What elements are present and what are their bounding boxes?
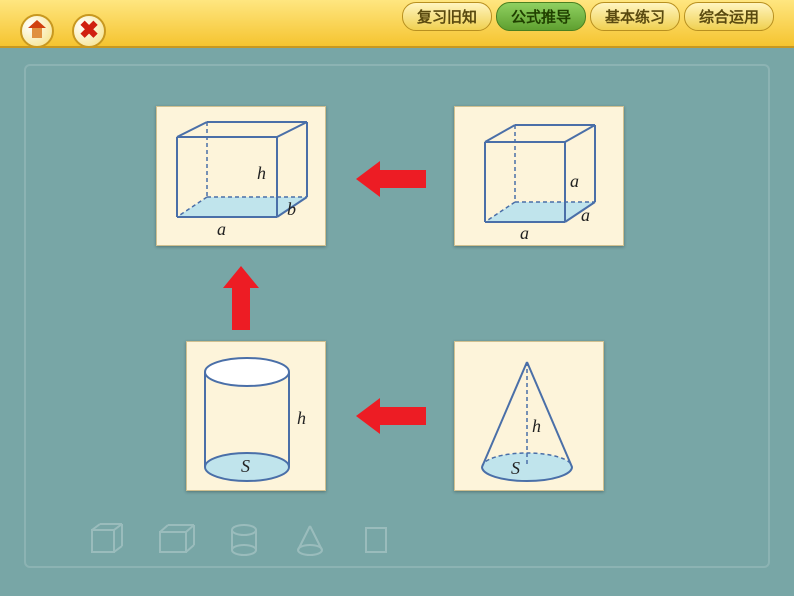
cone-label-S: S <box>511 458 520 478</box>
cone-svg: S h <box>455 342 605 492</box>
close-icon: ✖ <box>78 20 100 42</box>
cuboid-label-a: a <box>217 219 226 239</box>
top-bar: 复习旧知 公式推导 基本练习 综合运用 ✖ <box>0 0 794 48</box>
tabs-container: 复习旧知 公式推导 基本练习 综合运用 <box>402 2 774 31</box>
figure-cylinder: S h <box>186 341 326 491</box>
arrow-cylinder-to-cuboid <box>223 266 259 330</box>
home-roof-icon <box>28 20 46 28</box>
left-icons: ✖ <box>20 14 106 48</box>
arrow-cone-to-cylinder <box>356 398 426 434</box>
cuboid-svg: a b h <box>157 107 327 247</box>
cylinder-svg: S h <box>187 342 327 492</box>
figure-cube: a a a <box>454 106 624 246</box>
cuboid-label-h: h <box>257 163 266 183</box>
tab-formula[interactable]: 公式推导 <box>496 2 586 31</box>
cube-svg: a a a <box>455 107 625 247</box>
tab-review[interactable]: 复习旧知 <box>402 2 492 31</box>
home-body-icon <box>32 28 42 38</box>
cube-label-a1: a <box>520 223 529 243</box>
bottom-cone-icon <box>292 522 328 558</box>
bottom-prism-icon <box>86 522 126 558</box>
figure-cone: S h <box>454 341 604 491</box>
arrow-cube-to-cuboid <box>356 161 426 197</box>
cube-label-a2: a <box>581 205 590 225</box>
cuboid-label-b: b <box>287 199 296 219</box>
bottom-pentaprism-icon <box>358 522 394 558</box>
home-button[interactable] <box>20 14 54 48</box>
cone-label-h: h <box>532 416 541 436</box>
bottom-shape-icons <box>86 522 394 558</box>
bottom-cuboid-icon <box>156 522 196 558</box>
tab-basic[interactable]: 基本练习 <box>590 2 680 31</box>
cylinder-label-S: S <box>241 456 250 476</box>
cylinder-label-h: h <box>297 408 306 428</box>
figure-cuboid: a b h <box>156 106 326 246</box>
cube-label-a3: a <box>570 171 579 191</box>
content-area: a b h a a a <box>24 64 770 568</box>
close-button[interactable]: ✖ <box>72 14 106 48</box>
bottom-cylinder-icon <box>226 522 262 558</box>
tab-comprehensive[interactable]: 综合运用 <box>684 2 774 31</box>
